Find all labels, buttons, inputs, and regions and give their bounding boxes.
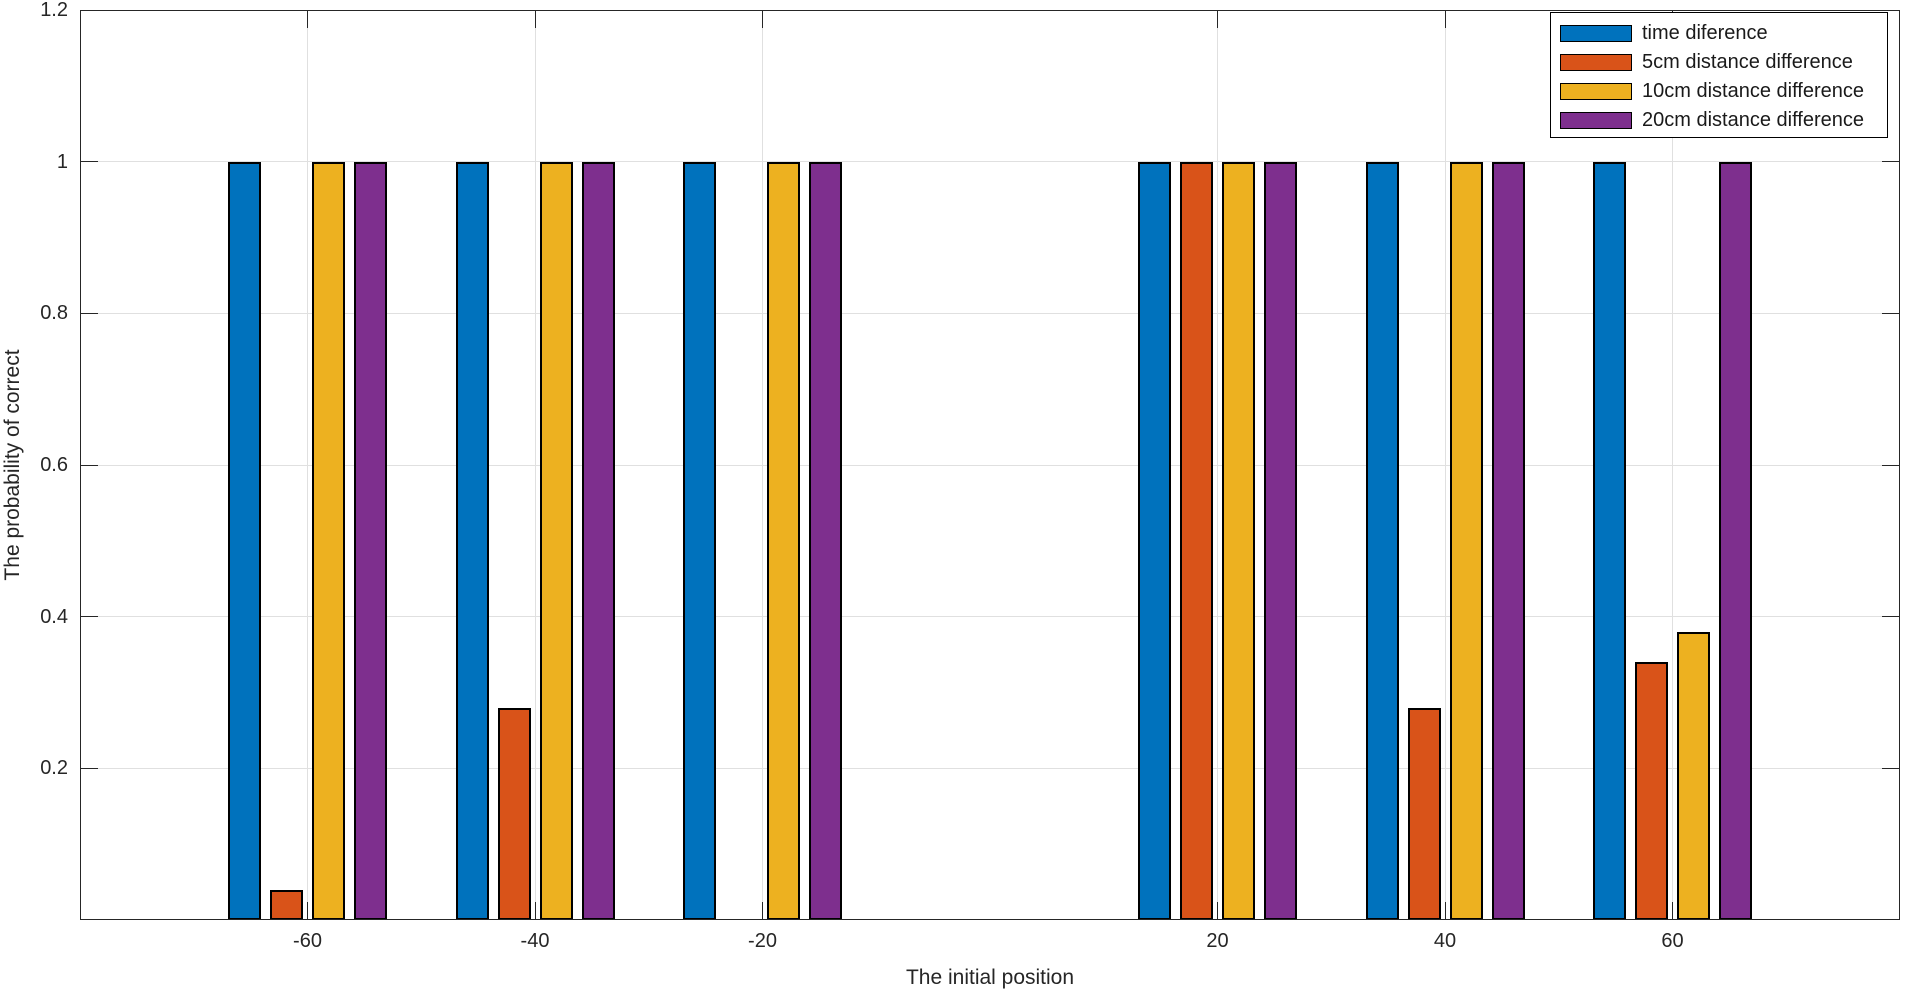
bar-20cm-distance-difference [1264, 161, 1297, 920]
bar-time-diference [228, 161, 261, 920]
y-tick-mark-left [80, 616, 98, 618]
x-tick-label: -20 [748, 930, 777, 952]
legend-label: 5cm distance difference [1642, 51, 1853, 73]
x-tick-mark-bottom [1672, 902, 1673, 920]
x-tick-mark-top [534, 10, 536, 28]
legend-swatch-icon [1560, 25, 1632, 42]
bar-5cm-distance-difference [497, 707, 531, 920]
legend-label: 20cm distance difference [1642, 109, 1864, 131]
legend: time diference 5cm distance difference 10c… [1550, 12, 1888, 138]
x-tick-mark-bottom [1444, 902, 1446, 920]
x-tick-mark-bottom [307, 902, 308, 920]
x-axis-label: The initial position [905, 966, 1075, 989]
bar-10cm-distance-difference [539, 161, 573, 920]
legend-swatch-icon [1560, 112, 1632, 129]
bar-10cm-distance-difference [312, 161, 345, 920]
bar-10cm-distance-difference [1222, 161, 1255, 920]
h-gridline [80, 616, 1900, 618]
y-tick-label: 0.2 [40, 757, 68, 780]
bar-20cm-distance-difference [1719, 161, 1752, 920]
x-tick-mark-top [307, 10, 308, 28]
legend-label: 10cm distance difference [1642, 80, 1864, 102]
v-gridline [1444, 10, 1446, 920]
legend-item: time diference [1551, 19, 1887, 48]
bar-time-diference [1593, 161, 1626, 920]
x-tick-mark-bottom [1217, 902, 1218, 920]
bar-5cm-distance-difference [1180, 161, 1213, 920]
bar-time-diference [683, 161, 716, 920]
bar-10cm-distance-difference [1449, 161, 1483, 920]
y-tick-mark-right [1882, 616, 1900, 618]
v-gridline [1672, 10, 1673, 920]
y-tick-mark-right [1882, 9, 1900, 11]
bar-5cm-distance-difference [1407, 707, 1441, 920]
x-tick-mark-top [762, 10, 763, 28]
v-gridline [307, 10, 308, 920]
h-gridline [80, 767, 1900, 769]
legend-label: time diference [1642, 22, 1768, 44]
legend-swatch-icon [1560, 83, 1632, 100]
x-tick-label: -40 [520, 930, 550, 952]
y-tick-label: 1.2 [40, 0, 68, 21]
h-gridline [80, 312, 1900, 314]
bar-20cm-distance-difference [581, 161, 615, 920]
bar-10cm-distance-difference [1677, 631, 1710, 920]
bar-20cm-distance-difference [1491, 161, 1525, 920]
v-gridline [1217, 10, 1218, 920]
y-tick-label: 0.8 [40, 302, 68, 325]
bar-time-diference [1365, 161, 1399, 920]
h-gridline [80, 464, 1900, 466]
y-tick-mark-left [80, 161, 98, 163]
y-tick-mark-right [1882, 312, 1900, 314]
legend-swatch-icon [1560, 54, 1632, 71]
bar-5cm-distance-difference [1635, 662, 1668, 920]
y-tick-label: 0.4 [40, 605, 68, 628]
legend-item: 20cm distance difference [1551, 106, 1887, 135]
x-tick-mark-bottom [762, 902, 763, 920]
bar-20cm-distance-difference [354, 161, 387, 920]
v-gridline [762, 10, 763, 920]
x-tick-mark-top [1444, 10, 1446, 28]
y-tick-mark-right [1882, 767, 1900, 769]
v-gridline [534, 10, 536, 920]
y-tick-mark-left [80, 767, 98, 769]
y-tick-mark-left [80, 9, 98, 11]
h-gridline [80, 9, 1900, 11]
x-tick-label: 60 [1661, 930, 1684, 952]
legend-item: 10cm distance difference [1551, 77, 1887, 106]
y-tick-mark-left [80, 464, 98, 466]
h-gridline [80, 161, 1900, 163]
bar-time-diference [455, 161, 489, 920]
bar-20cm-distance-difference [809, 161, 842, 920]
bar-10cm-distance-difference [767, 161, 800, 920]
x-tick-label: 40 [1433, 930, 1457, 952]
bar-5cm-distance-difference [270, 889, 303, 920]
y-tick-label: 1 [56, 150, 68, 173]
x-tick-mark-top [1217, 10, 1218, 28]
y-tick-mark-right [1882, 161, 1900, 163]
x-tick-label: -60 [293, 930, 322, 952]
y-tick-label: 0.6 [40, 454, 68, 476]
x-tick-label: 20 [1206, 930, 1229, 952]
legend-item: 5cm distance difference [1551, 48, 1887, 77]
y-tick-mark-left [80, 312, 98, 314]
x-tick-mark-bottom [534, 902, 536, 920]
y-tick-mark-right [1882, 464, 1900, 466]
bar-time-diference [1138, 161, 1171, 920]
